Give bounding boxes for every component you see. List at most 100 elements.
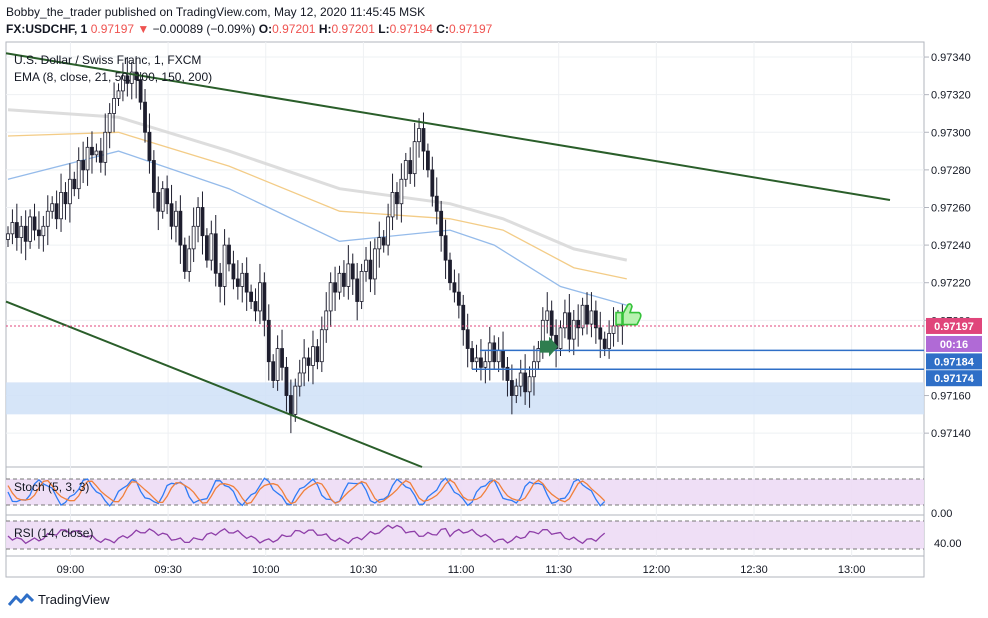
stoch-legend: Stoch (5, 3, 3): [14, 480, 89, 494]
candle-body: [32, 216, 37, 231]
x-tick-label: 12:30: [740, 564, 768, 576]
close-label: C:: [436, 22, 449, 36]
candle-body: [377, 237, 382, 250]
candle-body: [288, 395, 293, 415]
ema-line: [7, 131, 627, 280]
y-tick-label: 0.97160: [931, 391, 971, 403]
candle-body: [121, 75, 125, 92]
x-tick-label: 09:00: [57, 564, 85, 576]
candle-body: [244, 272, 249, 293]
rsi-line: [7, 524, 606, 545]
candle-body: [425, 150, 430, 171]
high-value: 0.97201: [331, 22, 375, 36]
candle-body: [178, 210, 183, 246]
candle-body: [430, 169, 435, 197]
candle-body: [59, 192, 63, 220]
candle-body: [293, 385, 298, 415]
candle-body: [50, 203, 55, 212]
y-tick-label: 0.97260: [931, 202, 971, 214]
candle-body: [258, 282, 262, 312]
candle-body: [386, 216, 391, 246]
candle-body: [452, 282, 457, 293]
candle-body: [37, 229, 41, 237]
candle-body: [54, 203, 59, 220]
candle-body: [359, 271, 364, 302]
trendline-upper[interactable]: [5, 52, 891, 201]
candle-body: [417, 128, 421, 143]
candle-body: [28, 216, 33, 242]
rsi-band: [6, 521, 924, 549]
thumbs-up-icon[interactable]: [615, 303, 642, 326]
candle-body: [479, 357, 483, 368]
publish-header: Bobby_the_trader published on TradingVie…: [6, 5, 425, 19]
candle-body: [14, 222, 19, 238]
y-tick-label: 0.97140: [931, 428, 971, 440]
level2-badge-bg: [926, 370, 982, 387]
ema-line: [7, 150, 627, 306]
candle-body: [67, 178, 72, 205]
candle-body: [518, 372, 523, 387]
candle-body: [439, 210, 444, 237]
candle-body: [271, 361, 276, 381]
level1-badge: 0.97184: [934, 356, 975, 368]
footer: TradingView: [8, 592, 110, 607]
symbol-legend: U.S. Dollar / Swiss Franc, 1, FXCM: [14, 53, 201, 67]
level1-badge-bg: [926, 353, 982, 370]
candle-body: [421, 128, 426, 152]
candle-body: [456, 291, 461, 306]
candle-body: [191, 225, 196, 250]
candle-body: [571, 319, 576, 340]
low-label: L:: [378, 22, 390, 36]
candle-body: [333, 282, 337, 293]
candle-body: [514, 385, 519, 396]
y-tick-label: 0.97220: [931, 278, 971, 290]
candle-body: [523, 372, 528, 393]
candle-body: [589, 310, 594, 325]
candle-body: [443, 235, 448, 261]
candle-body: [151, 160, 156, 193]
candle-body: [593, 310, 598, 329]
candle-body: [607, 333, 612, 349]
y-tick-label: 0.97280: [931, 165, 971, 177]
candle-body: [129, 71, 134, 84]
candle-body: [143, 101, 147, 133]
candle-body: [253, 301, 258, 312]
tradingview-logo-icon[interactable]: [8, 593, 34, 607]
author-name[interactable]: Bobby_the_trader: [6, 5, 102, 19]
candle-body: [231, 263, 236, 280]
publish-info: published on TradingView.com, May 12, 20…: [104, 5, 426, 19]
candle-body: [527, 376, 532, 393]
candle-body: [125, 75, 130, 84]
candle-body: [342, 272, 346, 287]
candle-body: [496, 350, 501, 363]
candle-body: [19, 225, 24, 238]
candle-body: [364, 259, 368, 272]
last-price-badge-bg: [926, 317, 982, 334]
candle-body: [395, 192, 399, 205]
candle-body: [585, 304, 589, 325]
candle-body: [90, 146, 94, 156]
x-tick-label: 10:30: [350, 564, 378, 576]
x-tick-label: 10:00: [252, 564, 280, 576]
x-tick-label: 13:00: [838, 564, 866, 576]
rsi-legend: RSI (14, close): [14, 526, 93, 540]
candle-body: [576, 319, 581, 329]
candle-body: [337, 272, 342, 293]
trendline-lower[interactable]: [5, 300, 423, 468]
candle-body: [112, 98, 116, 114]
candle-body: [23, 225, 28, 242]
candle-body: [448, 259, 452, 284]
candle-body: [346, 263, 351, 287]
footer-brand[interactable]: TradingView: [38, 592, 110, 607]
candle-body: [63, 192, 68, 205]
right-arrow-icon[interactable]: [540, 336, 558, 357]
rsi-axis-label: 40.00: [934, 538, 962, 550]
candle-body: [509, 380, 514, 396]
candle-body: [72, 178, 77, 190]
candle-body: [368, 259, 373, 280]
candle-body: [408, 160, 413, 175]
candle-body: [275, 348, 280, 381]
support-zone[interactable]: [6, 382, 924, 415]
candle-body: [403, 160, 408, 180]
